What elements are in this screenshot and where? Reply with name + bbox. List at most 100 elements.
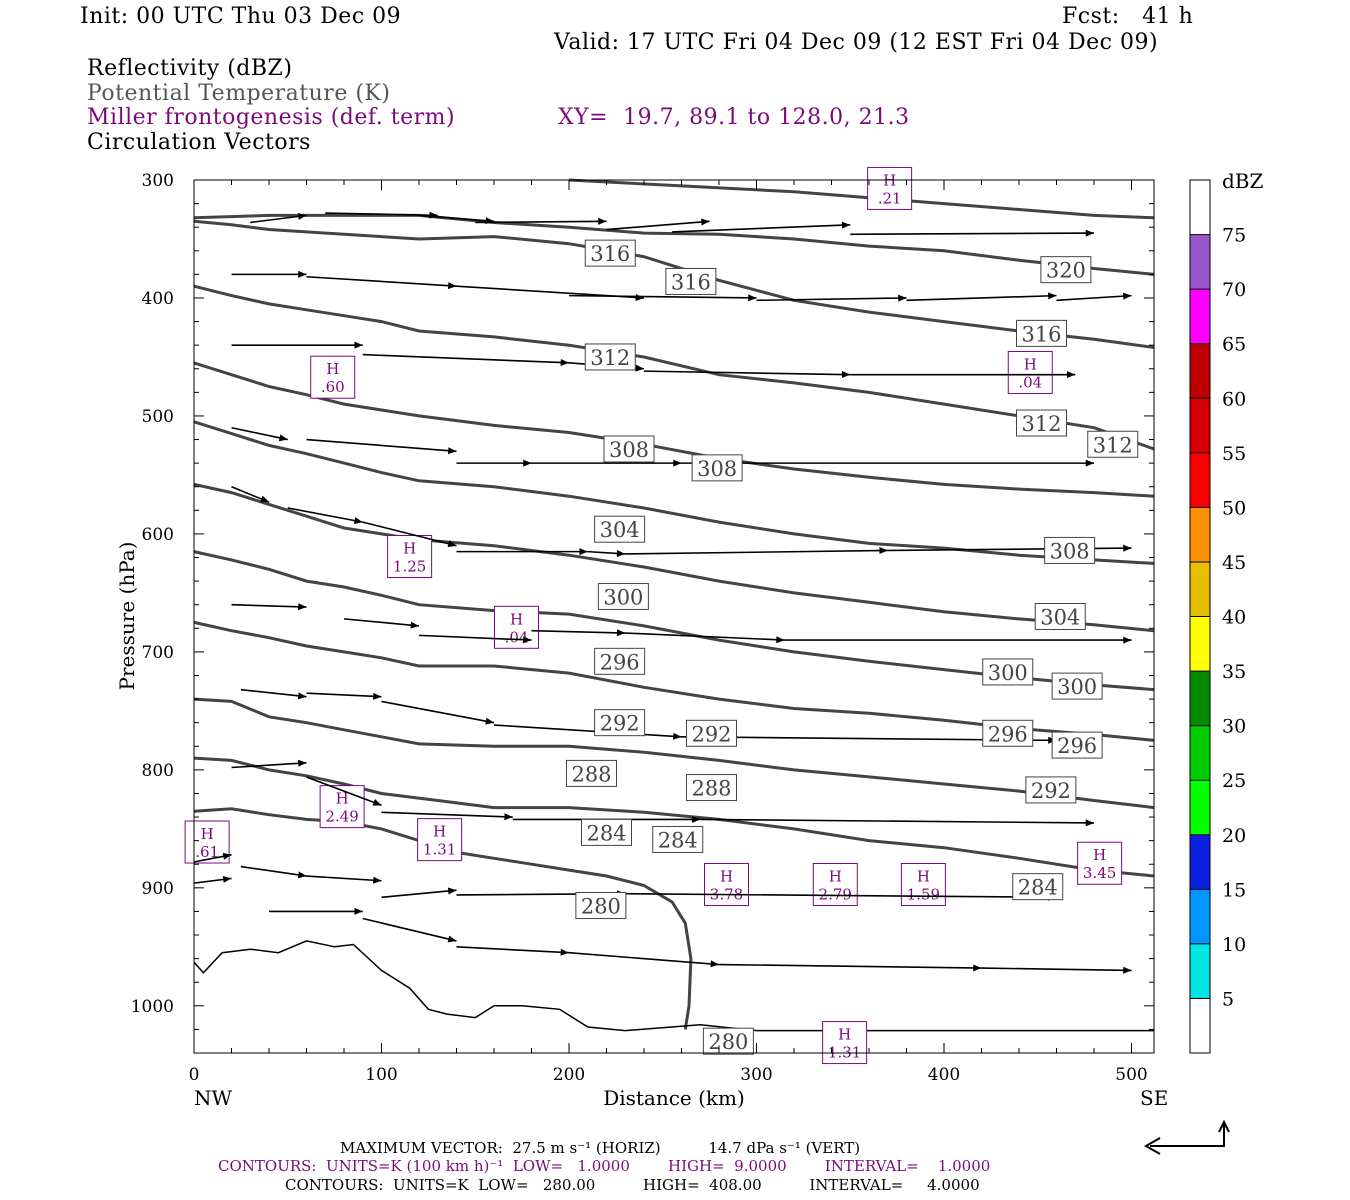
isentrope-label-text: 316 [590,242,630,266]
vector-shaft [906,294,1057,302]
vector-head [673,732,682,740]
colorbar-segment [1190,398,1210,453]
isentrope-label: 312 [1087,430,1139,458]
vector-shaft [381,700,495,724]
vector-shaft [981,967,1132,972]
vector-shaft [240,688,307,698]
label-layer: 316 316 320 316 312 312 312 308 308 304 308 300 304 2… [566,239,1139,1055]
vector-head [1123,636,1132,644]
vector-head [523,459,532,467]
y-tick-label: 700 [142,643,174,663]
frontogenesis-max: H.21 [867,166,913,210]
circulation-vector [718,963,982,972]
vector-head [841,221,851,229]
field-reflectivity: Reflectivity (dBZ) [87,56,293,81]
vector-head [222,875,232,883]
circulation-vector [240,688,307,700]
isentrope-label: 296 [982,719,1034,747]
circulation-vector [343,618,420,629]
colorbar-segment [1190,889,1210,944]
isentrope-292 [193,620,1155,742]
isentrope-label-text: 288 [571,762,611,786]
isentrope-label: 284 [581,818,632,846]
vector-head [1085,229,1094,237]
frontogenesis-letter: H [1024,355,1037,373]
colorbar-segment [1190,507,1210,562]
isentrope-label-text: 320 [1046,259,1086,283]
frontogenesis-box [704,862,749,906]
vector-shaft [672,224,851,233]
vector-head [691,815,701,823]
vector-head [373,876,382,884]
circulation-vector [381,700,495,725]
isentrope-label-text: 296 [988,722,1028,746]
frontogenesis-box [387,535,433,579]
isentrope-label-text: 300 [988,661,1028,685]
vector-shaft [240,865,307,877]
vector-shaft [475,220,607,224]
vector-shaft [231,603,307,608]
vector-head [1123,544,1132,552]
vector-head [1123,966,1132,974]
isentrope-label-box [1051,731,1103,759]
vector-head [447,935,457,943]
frontogenesis-letter: H [720,867,733,885]
vector-shaft [231,761,307,769]
isentrope-label: 300 [982,658,1034,686]
isentrope-label: 304 [1034,603,1086,630]
vector-shaft [418,634,532,641]
vector-head [298,603,307,611]
isentrope-label: 308 [691,454,743,482]
vector-head [448,282,457,290]
vector-head [373,692,382,700]
colorbar-label: 30 [1222,716,1246,738]
colorbar-label: 15 [1222,879,1246,901]
vector-shaft [381,811,513,818]
colorbar-label: 50 [1222,497,1246,519]
colorbar-segment [1190,998,1210,1053]
colorbar-label: 10 [1222,934,1246,956]
isentrope-308 [193,361,1155,498]
vector-head [1085,819,1094,827]
frontogenesis-box [494,605,539,649]
isentrope-label-box [982,658,1034,686]
frontogenesis-value: 1.31 [423,841,456,859]
vector-head [1085,459,1094,467]
vector-shaft [756,297,907,302]
frontogenesis-box [319,785,365,829]
vector-shaft [456,946,570,954]
colorbar-segment [1190,943,1210,999]
isentrope-label-box [594,647,646,675]
isentrope-label: 320 [1040,256,1092,284]
circulation-vector [231,759,307,769]
circulation-vector [456,548,588,556]
isentrope-label-text: 292 [600,712,640,736]
isentrope-label-text: 304 [600,518,640,542]
frontogenesis-box [310,355,356,399]
isentrope-label-text: 312 [590,346,630,370]
isentrope-label-box [1044,536,1096,564]
colorbar-label: 70 [1222,279,1246,301]
circulation-vector [306,275,457,290]
init-time: Init: 00 UTC Thu 03 Dec 09 [80,4,402,29]
frontogenesis-letter: H [510,610,523,628]
isentrope-label-text: 316 [1021,322,1061,346]
vector-shaft [287,507,363,523]
frontogenesis-max: H1.59 [900,862,946,906]
footer-theta-contours: CONTOURS: UNITS=K LOW= 280.00 HIGH= 408.… [285,1176,980,1194]
y-tick-label: 500 [142,407,174,427]
vector-head [447,540,457,548]
colorbar-label: 45 [1222,552,1246,574]
isentrope-label: 300 [1051,672,1103,700]
colorbar-segment [1190,725,1210,781]
frontogenesis-value: 3.45 [1083,864,1116,882]
isentrope-324 [568,178,1155,220]
frontogenesis-value: 2.79 [819,885,852,903]
vector-head [410,621,419,629]
vector-shaft [643,370,851,376]
forecast-hour: Fcst: 41 h [1062,4,1194,29]
circulation-vector [643,370,851,379]
y-axis-title: Pressure (hPa) [115,542,139,691]
circulation-vector [531,459,682,467]
isentrope-label-box [584,239,636,267]
